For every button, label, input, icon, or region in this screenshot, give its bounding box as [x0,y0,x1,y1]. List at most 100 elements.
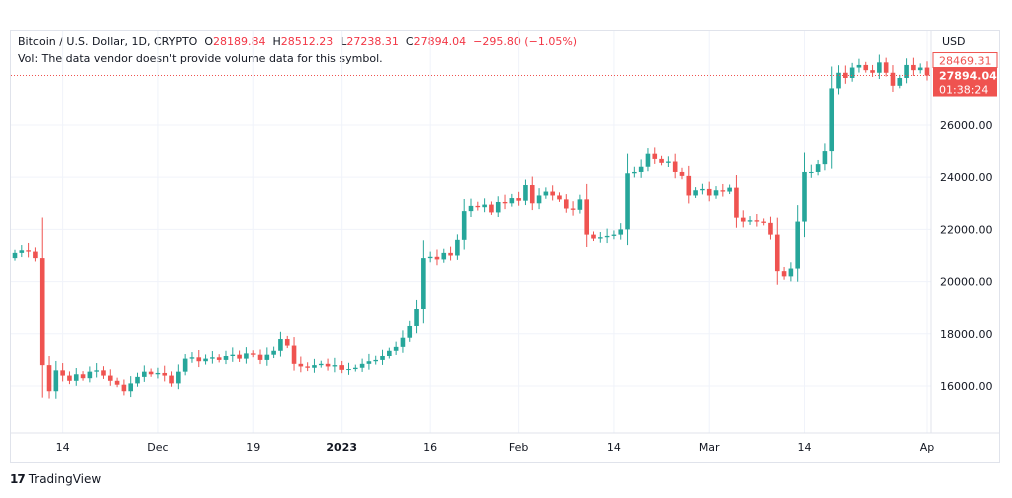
candle [734,175,739,228]
candle-body [924,67,930,76]
candlestick-chart[interactable]: 16000.00 18000.00 20000.00 22000.00 24000.00… [11,31,999,462]
candle-body [890,72,896,86]
candle [441,248,447,263]
candle-body [577,199,583,210]
candle-body [346,369,351,371]
candle [856,58,862,73]
x-tick-label: Feb [509,441,528,454]
candle [210,351,215,364]
candle-body [67,375,72,381]
candle [740,210,746,228]
chart-frame[interactable]: 16000.00 18000.00 20000.00 22000.00 24000.00… [10,30,1000,463]
candle [611,230,617,240]
candle [516,191,521,206]
candle-body [652,153,658,159]
candle [284,335,290,349]
candle-body [632,171,637,174]
candle [883,57,889,77]
candle [489,201,494,215]
candle [536,188,542,210]
candle [53,360,59,399]
candle-body [611,234,617,236]
candle [495,196,501,218]
candle [774,217,780,285]
candle [686,165,692,204]
candle [33,247,38,262]
candle [849,62,855,82]
candle [80,371,86,381]
candle-body [257,354,263,360]
candle-body [359,363,365,368]
candle [339,360,344,374]
candle-body [706,188,712,196]
candle [257,349,263,365]
candle-body [60,370,65,376]
candle [468,198,474,217]
candle [318,360,324,368]
candle [822,143,828,171]
candle [870,64,875,77]
candle-body [598,237,603,239]
candle [107,369,113,386]
candle [672,153,678,179]
volume-note: Vol: The data vendor doesn't provide vol… [18,52,383,65]
candle [237,350,242,362]
candle-body [250,353,256,355]
candle-body [196,357,202,362]
candle-body [679,171,685,176]
candle [393,341,399,355]
candle-body [550,191,555,196]
candle [632,166,637,178]
close-label: C [405,35,414,48]
candle-body [870,70,875,73]
change-value: −295.80 (−1.05%) [473,35,578,48]
candle-body [897,77,903,86]
candle-body [298,363,304,367]
candle-body [461,211,467,240]
candle [148,368,154,377]
candle-body [121,384,127,392]
candle-body [26,250,31,252]
candle [768,216,773,240]
candle [570,201,576,216]
candle [230,347,236,362]
candle [101,366,106,379]
candle-body [318,363,324,366]
candle-body [73,374,79,381]
low-value: 27238.31 [346,35,399,48]
candle [461,198,467,250]
candle-body [94,370,99,372]
candle-body [917,67,923,71]
candle-body [529,185,535,204]
tradingview-footer[interactable]: 17 TradingView [10,472,101,486]
candle [94,363,99,378]
candle [482,198,487,213]
candle [897,74,903,89]
countdown-label: 01:38:24 [939,84,988,97]
candle-body [468,205,474,212]
candle-body [523,185,528,201]
candle [700,183,705,195]
candle [46,355,52,399]
candle-body [87,371,93,379]
candle [169,371,174,387]
candle [182,354,188,376]
candle [291,337,297,371]
candle-body [700,188,705,191]
candle-body [189,357,195,359]
candle-body [441,252,447,260]
candle-body [713,190,719,196]
candle [638,159,644,178]
candle-body [366,361,372,364]
candle [502,194,508,210]
x-tick-label: 19 [246,441,260,454]
candle [618,223,624,240]
candle [114,377,120,388]
candle-body [230,354,236,356]
candle [26,242,31,258]
candle [815,159,821,176]
candle-body [543,191,549,196]
candle-body [421,258,426,310]
candle [877,54,882,80]
x-tick-label: 16 [423,441,437,454]
